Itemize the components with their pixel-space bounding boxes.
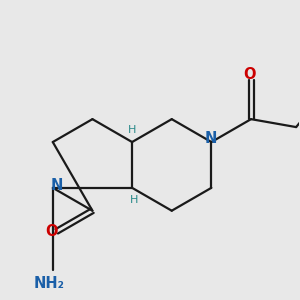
Text: H: H [128,125,136,135]
Text: N: N [204,130,217,146]
Text: O: O [243,67,255,82]
Text: N: N [51,178,63,193]
Text: H: H [130,195,138,205]
Text: O: O [46,224,58,239]
Text: NH₂: NH₂ [33,276,64,291]
